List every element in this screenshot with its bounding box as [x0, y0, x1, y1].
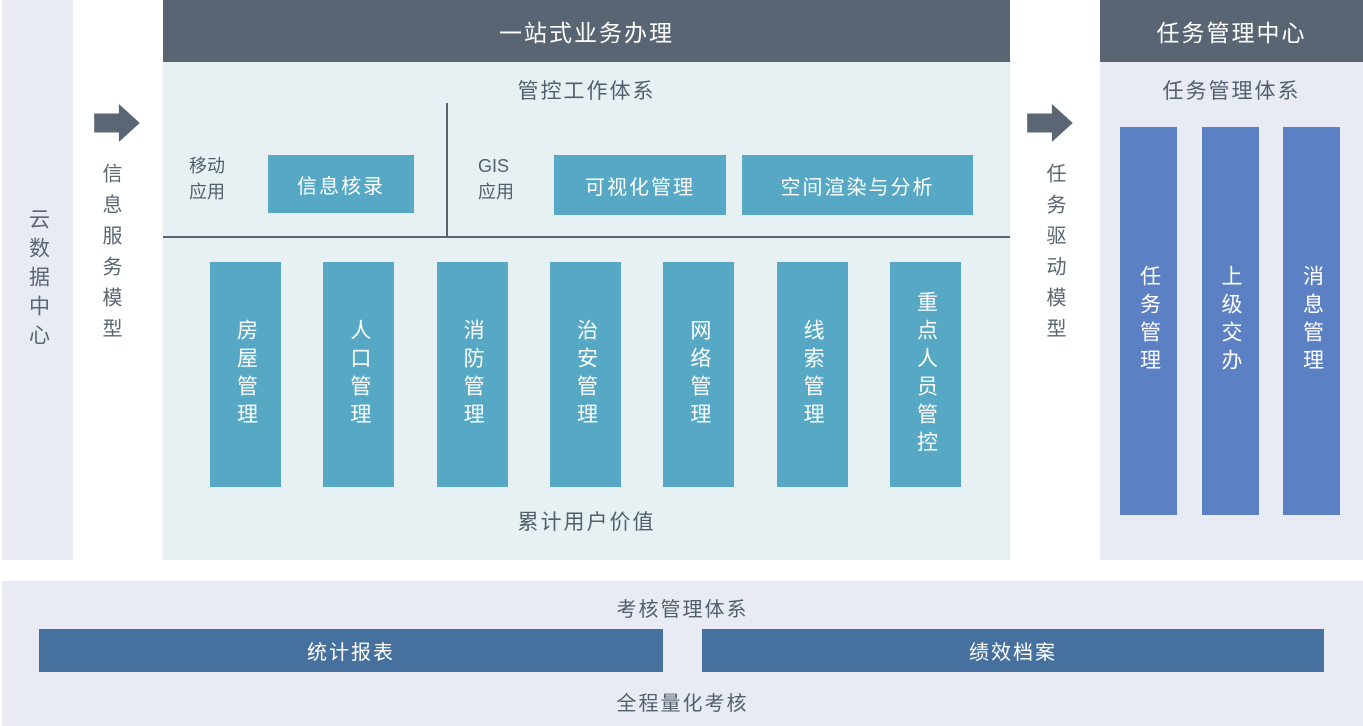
one-stop-header: 一站式业务办理: [163, 0, 1010, 62]
arrow-shape: [94, 104, 140, 142]
column-label: 治安管理: [574, 318, 598, 431]
assessment-panel: 考核管理体系 统计报表 绩效档案 全程量化考核: [2, 581, 1363, 726]
column-message-management: 消息管理: [1283, 127, 1340, 515]
column-fire: 消防管理: [436, 262, 508, 487]
statistics-report-bar: 统计报表: [39, 629, 663, 672]
quantitative-assessment-footer: 全程量化考核: [616, 693, 749, 715]
performance-archive-bar: 绩效档案: [702, 629, 1324, 672]
cloud-data-center-bar: 云数据中心: [2, 0, 73, 560]
task-system-subtitle: 任务管理体系: [1162, 80, 1301, 103]
column-key-personnel: 重点人员管控: [889, 262, 961, 487]
column-population: 人口管理: [323, 262, 395, 487]
arrow-shape: [1027, 104, 1073, 142]
column-label: 上级交办: [1219, 265, 1242, 377]
horizontal-rule: [163, 236, 1010, 238]
column-label: 线索管理: [801, 318, 825, 431]
mobile-app-label: 移动应用: [189, 156, 225, 202]
gis-app-label: GIS应用: [478, 156, 514, 202]
cloud-data-center-label: 云数据中心: [26, 207, 50, 353]
task-columns: 任务管理 上级交办 消息管理: [1120, 127, 1340, 515]
column-label: 消防管理: [461, 318, 485, 431]
vertical-divider: [446, 103, 448, 237]
column-label: 消息管理: [1300, 265, 1324, 377]
flow-arrow-left-icon: [94, 104, 140, 142]
visual-management-chip: 可视化管理: [554, 155, 726, 215]
user-value-footer: 累计用户价值: [517, 511, 656, 534]
control-work-system-subtitle: 管控工作体系: [517, 80, 656, 103]
column-security: 治安管理: [549, 262, 621, 487]
info-check-chip: 信息核录: [268, 155, 414, 213]
column-label: 任务管理: [1137, 265, 1161, 377]
task-center-header: 任务管理中心: [1100, 0, 1363, 62]
column-label: 房屋管理: [234, 318, 258, 431]
column-network: 网络管理: [663, 262, 735, 487]
one-stop-panel: 一站式业务办理 管控工作体系 移动应用 信息核录 GIS应用 可视化管理 空间渲…: [163, 0, 1010, 560]
column-task-management: 任务管理: [1120, 127, 1177, 515]
column-label: 重点人员管控: [914, 290, 938, 459]
flow-arrow-right-icon: [1027, 104, 1073, 142]
management-columns: 房屋管理 人口管理 消防管理 治安管理 网络管理 线索管理 重点人员管控: [210, 262, 961, 487]
assessment-system-title: 考核管理体系: [616, 599, 749, 621]
column-clues: 线索管理: [776, 262, 848, 487]
column-label: 人口管理: [347, 318, 371, 431]
column-label: 网络管理: [687, 318, 711, 431]
spatial-render-analysis-chip: 空间渲染与分析: [742, 155, 973, 215]
column-housing: 房屋管理: [210, 262, 281, 487]
column-superior-assignment: 上级交办: [1201, 127, 1259, 515]
task-center-panel: 任务管理中心 任务管理体系 任务管理 上级交办 消息管理: [1100, 0, 1363, 560]
info-service-model-label: 信息服务模型: [99, 163, 121, 349]
task-driven-model-label: 任务驱动模型: [1043, 163, 1065, 349]
